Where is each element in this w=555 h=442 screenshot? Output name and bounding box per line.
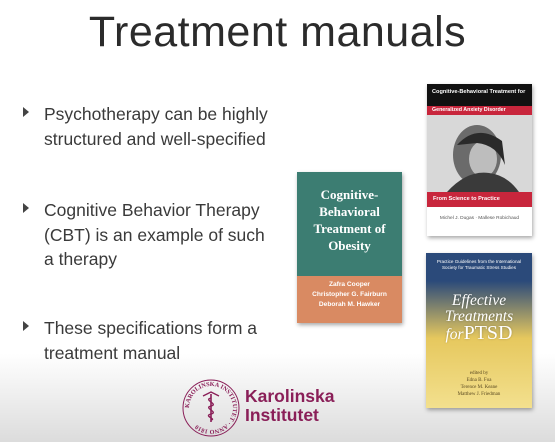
slide-title: Treatment manuals — [88, 8, 467, 56]
bullet-text: Cognitive Behavior Therapy (CBT) is an e… — [44, 200, 265, 269]
bullet-item: Cognitive Behavior Therapy (CBT) is an e… — [22, 198, 272, 272]
book-author-band — [297, 276, 402, 323]
bullet-item: These specifications form a treatment ma… — [22, 316, 272, 365]
book-subtitle: Generalized Anxiety Disorder — [427, 106, 532, 115]
bullet-item: Psychotherapy can be highly structured a… — [22, 102, 272, 151]
book-authors: Zafra Cooper Christopher G. Fairburn Deb… — [312, 281, 387, 308]
book-series: Practice Guidelines from the Internation… — [436, 259, 522, 270]
bullet-text: Psychotherapy can be highly structured a… — [44, 104, 268, 149]
book-cover-obesity: Cognitive-Behavioral Treatment of Obesit… — [297, 172, 402, 323]
book-cover-photo — [427, 115, 532, 192]
bullet-arrow-icon — [22, 316, 44, 365]
book-cover-ptsd: Practice Guidelines from the Internation… — [426, 253, 532, 408]
book-editors: edited by Edna B. Foa Terence M. Keane M… — [457, 371, 501, 397]
bullet-text: These specifications form a treatment ma… — [44, 318, 258, 363]
book-title: Cognitive-Behavioral Treatment of Obesit… — [313, 187, 386, 253]
book-authors: Michel J. Dugas · Mallese Robichaud — [439, 216, 520, 221]
book-tagline: From Science to Practice — [427, 192, 532, 207]
book-title: Effective Treatments forPTSD — [444, 292, 514, 344]
karolinska-seal-logo: KAROLINSKA INSTITUTET · ANNO 1810 — [182, 379, 240, 437]
bullet-arrow-icon — [22, 198, 44, 272]
bullet-arrow-icon — [22, 102, 44, 151]
book-cover-gad: Cognitive-Behavioral Treatment for Gener… — [427, 84, 532, 236]
karolinska-wordmark: Karolinska Institutet — [245, 386, 335, 425]
